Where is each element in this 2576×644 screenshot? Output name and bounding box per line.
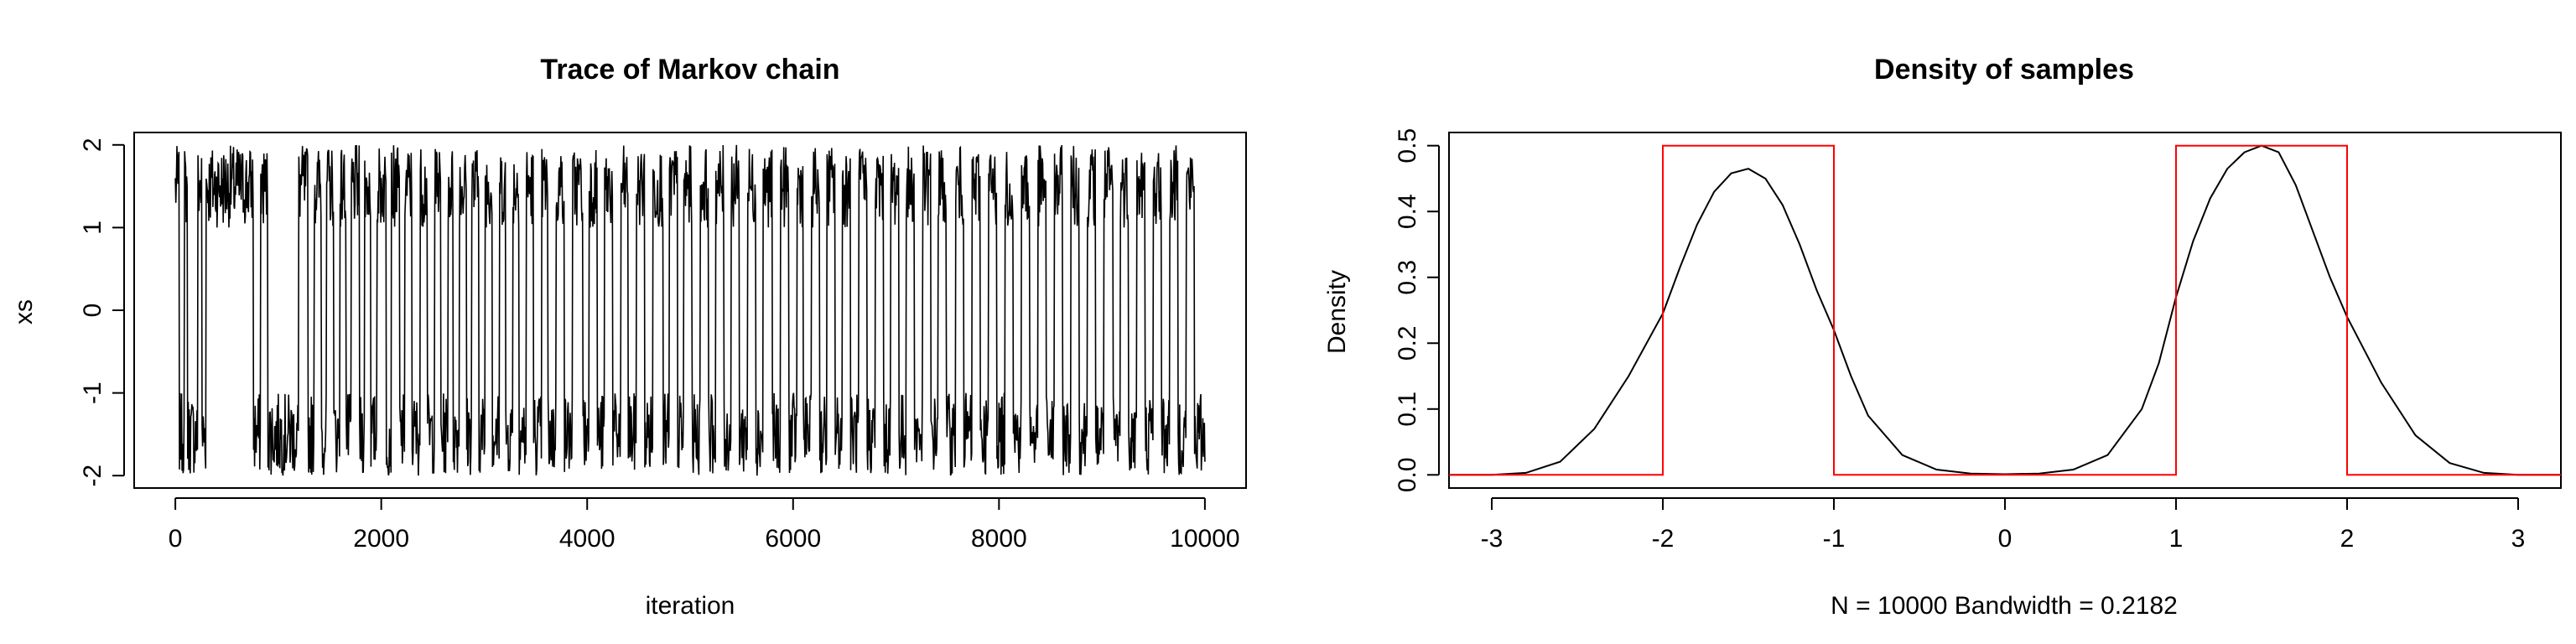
- trace-x-tick-label: 10000: [1170, 525, 1239, 553]
- density-x-axis: -3 -2 -1 0 1 2 3: [1481, 497, 2526, 553]
- density-x-tick-label: 1: [2169, 525, 2184, 553]
- trace-x-tick-label: 0: [169, 525, 183, 553]
- density-y-tick-label: 0.1: [1394, 392, 1421, 427]
- trace-x-tick-label: 6000: [765, 525, 821, 553]
- density-plot-title: Density of samples: [1874, 54, 2134, 86]
- density-y-tick-label: 0.0: [1394, 457, 1421, 492]
- trace-y-tick-label: -2: [79, 465, 106, 487]
- trace-x-tick-label: 4000: [559, 525, 615, 553]
- density-y-tick-label: 0.4: [1394, 194, 1421, 229]
- density-x-tick-label: 2: [2340, 525, 2355, 553]
- trace-y-tick-label: 1: [79, 221, 106, 235]
- trace-x-axis: 0 2000 4000 6000 8000 10000: [169, 497, 1240, 553]
- true-density-line: [1449, 144, 2561, 476]
- density-x-tick-label: -1: [1823, 525, 1846, 553]
- density-x-tick-label: -2: [1652, 525, 1675, 553]
- density-y-tick-label: 0.5: [1394, 128, 1421, 164]
- trace-y-tick-label: 0: [79, 304, 106, 318]
- trace-y-tick-label: -1: [79, 382, 106, 404]
- trace-plot-frame: [133, 132, 1247, 489]
- density-y-axis: 0.0 0.1 0.2 0.3 0.4 0.5: [1394, 128, 1440, 492]
- density-y-tick-label: 0.3: [1394, 260, 1421, 295]
- density-estimate-line: [1449, 144, 2561, 476]
- trace-plot-title: Trace of Markov chain: [540, 54, 839, 86]
- trace-y-axis: -2 -1 0 1 2: [79, 138, 125, 487]
- trace-x-tick-label: 2000: [353, 525, 409, 553]
- density-series-group: [1449, 144, 2561, 476]
- density-plot-panel: Density of samples -3 -2 -1 0 1 2 3 0.00.10.20…: [1323, 54, 2562, 620]
- trace-x-tick-label: 8000: [971, 525, 1027, 553]
- density-y-tick-label: 0.2: [1394, 325, 1421, 361]
- trace-y-tick-label: 2: [79, 138, 106, 152]
- density-x-tick-label: 0: [1998, 525, 2012, 553]
- density-x-tick-label: 3: [2511, 525, 2526, 553]
- density-y-axis-label: Density: [1323, 270, 1351, 354]
- density-x-axis-label: N = 10000 Bandwidth = 0.2182: [1831, 592, 2178, 620]
- trace-y-axis-label: xs: [10, 299, 38, 325]
- density-plot-frame: [1448, 132, 2562, 489]
- trace-x-axis-label: iteration: [646, 592, 735, 620]
- trace-series-line: [174, 144, 1206, 476]
- density-x-tick-label: -3: [1481, 525, 1504, 553]
- trace-plot-panel: Trace of Markov chain 0 2000 4000 6000 8000 1…: [10, 54, 1247, 620]
